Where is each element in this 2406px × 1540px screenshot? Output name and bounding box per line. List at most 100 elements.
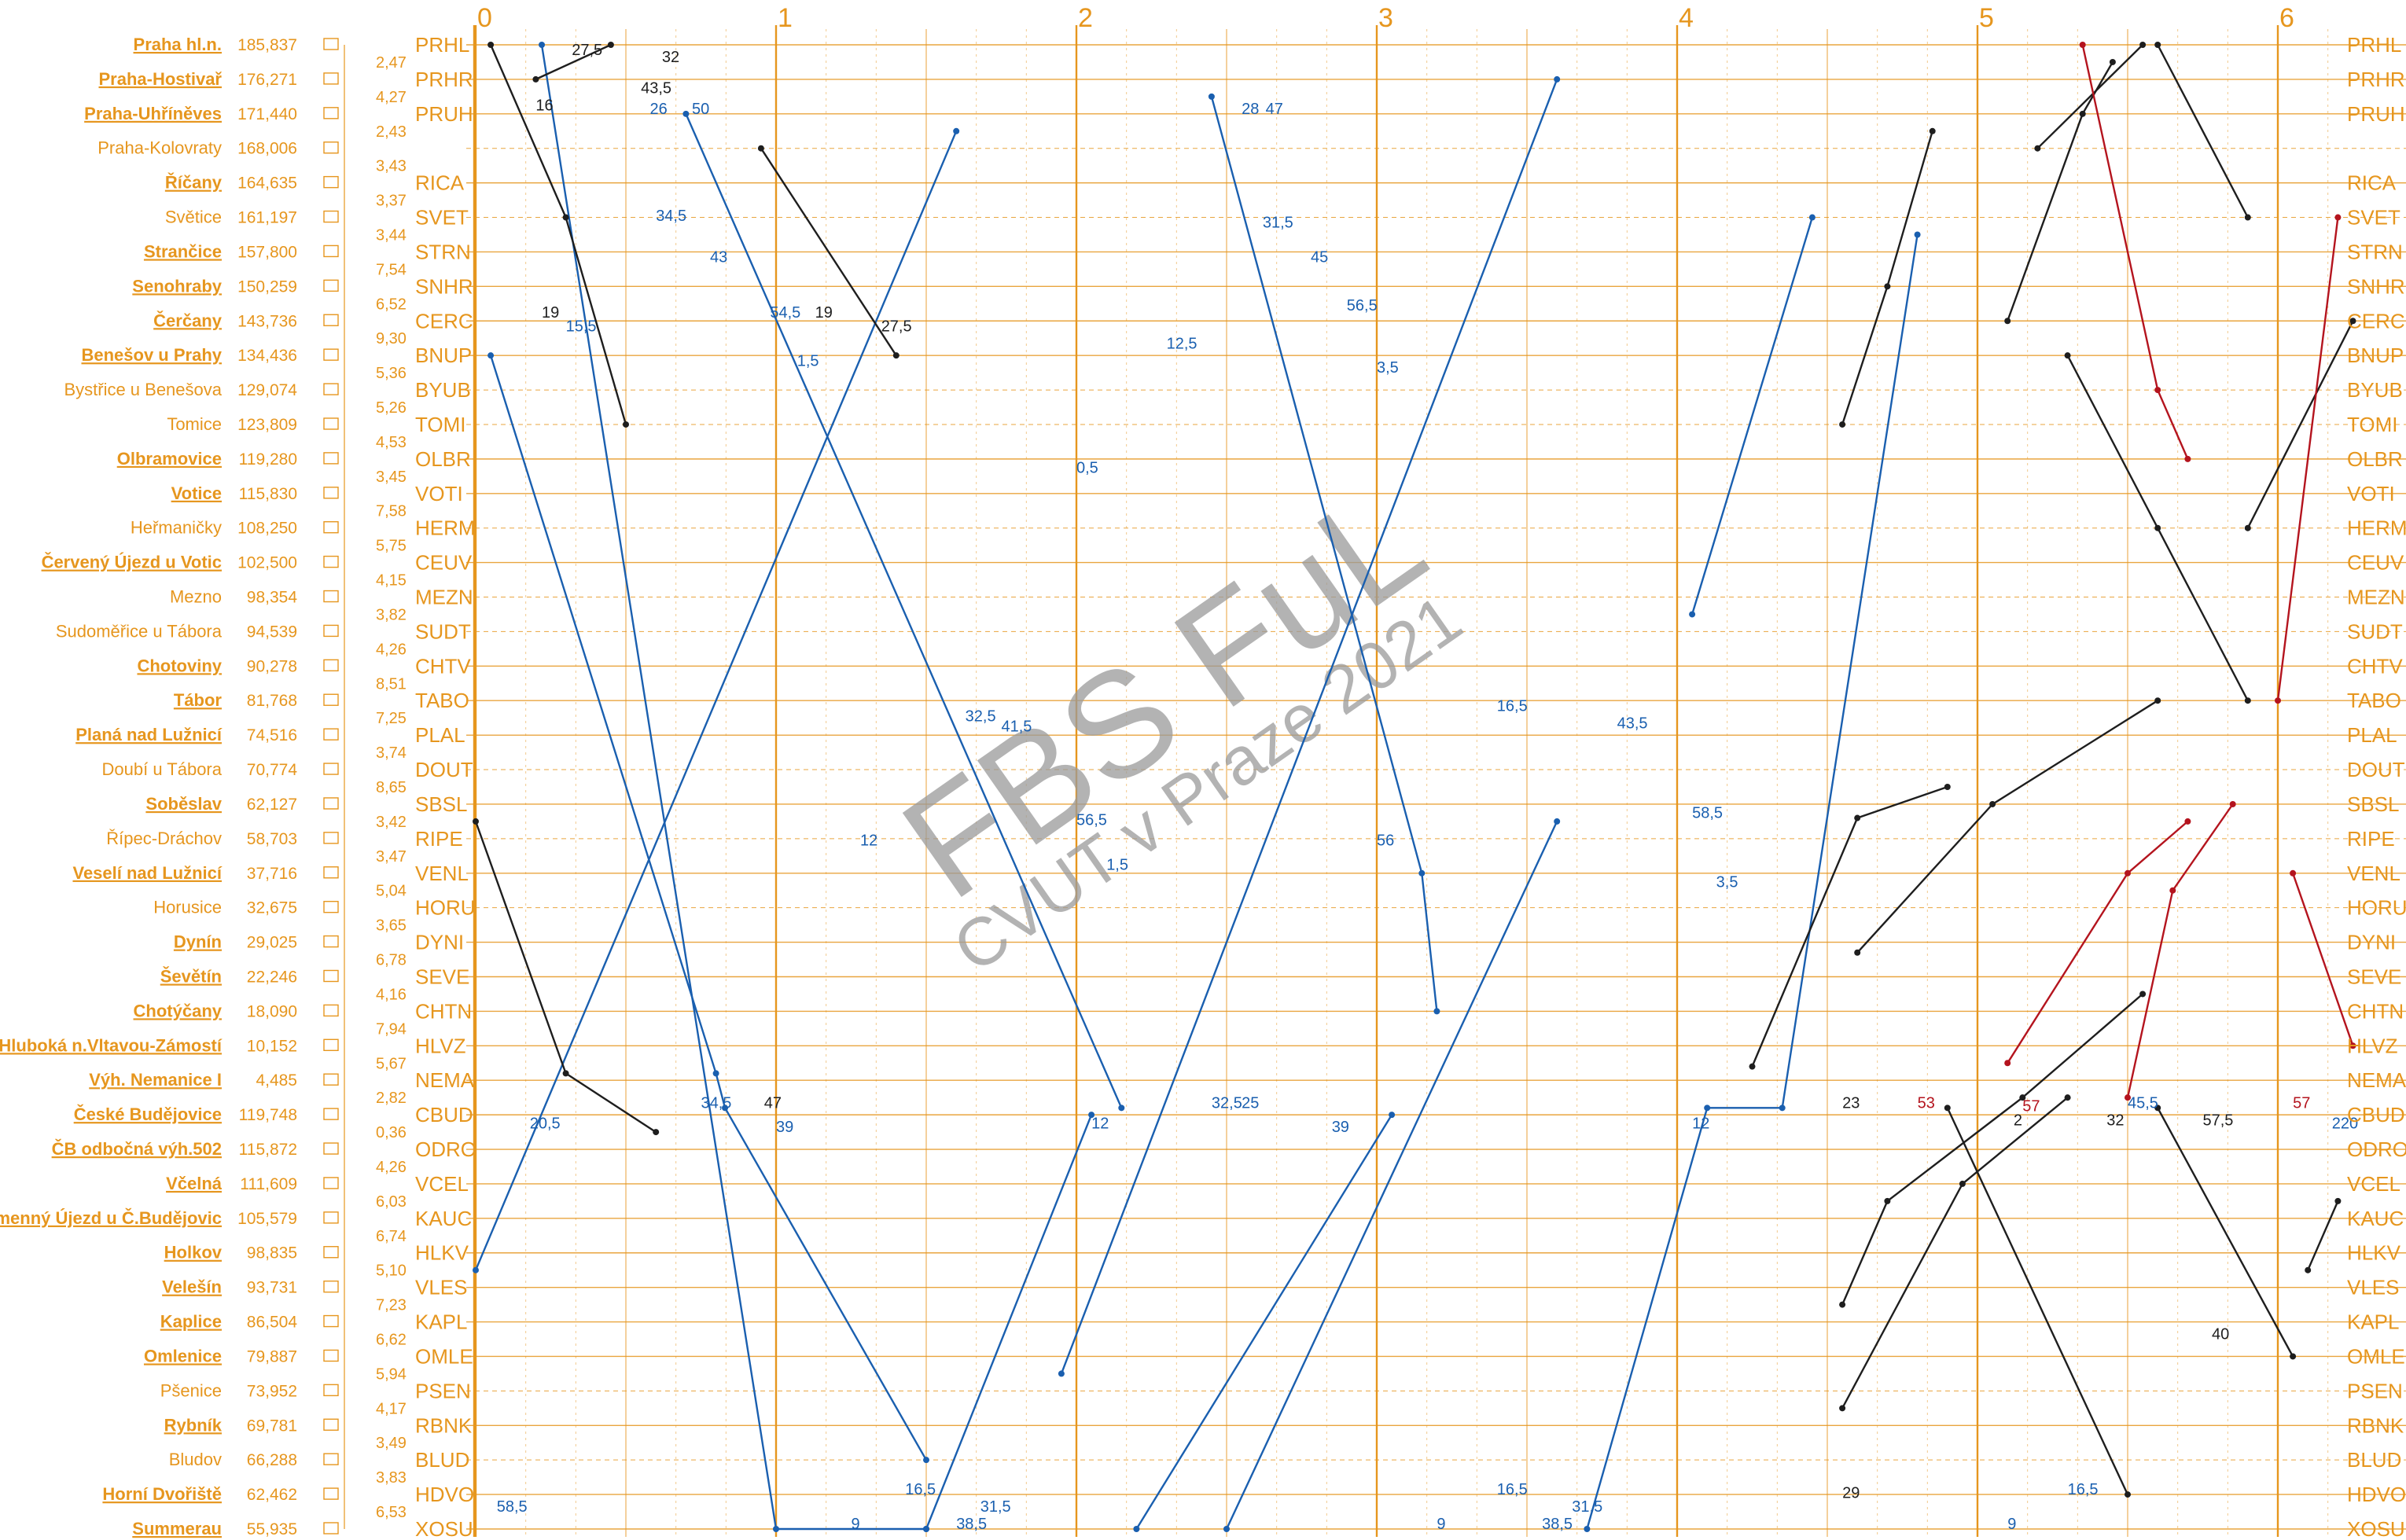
station-name: Ševětín	[160, 966, 222, 986]
segment-distance: 5,36	[376, 365, 407, 382]
station-km: 111,609	[240, 1175, 297, 1193]
station-name: Dynín	[174, 932, 222, 952]
train-stop-dot	[2109, 58, 2116, 65]
train-time-label: 50	[692, 101, 709, 118]
station-code-left: KAPL	[415, 1310, 468, 1334]
station-km: 22,246	[247, 968, 297, 986]
train-time-label: 32	[662, 49, 679, 66]
train-stop-dot	[1749, 1063, 1756, 1070]
segment-distance: 3,43	[376, 158, 407, 175]
segment-distance: 3,44	[376, 226, 407, 244]
train-time-label: 34,5	[701, 1094, 732, 1112]
track-marker	[323, 797, 339, 810]
track-marker	[323, 107, 339, 119]
station-code-right: TOMI	[2347, 413, 2398, 436]
station-code-right: VLES	[2347, 1276, 2400, 1299]
station-code-right: PRUH	[2347, 102, 2405, 126]
train-time-label: 16,5	[1497, 697, 1528, 715]
track-marker	[323, 693, 339, 706]
station-name: ČB odbočná výh.502	[52, 1139, 222, 1159]
passenger-train-line	[1586, 234, 1919, 1530]
station-code-left: SEVE	[415, 965, 469, 988]
station-code-left: STRN	[415, 240, 471, 263]
station-code-left: CHTN	[415, 999, 472, 1023]
train-time-label: 43	[710, 249, 727, 266]
train-stop-dot	[2079, 42, 2086, 48]
train-stop-dot	[2244, 524, 2251, 531]
track-marker	[323, 1108, 339, 1120]
freight-train-line	[2307, 1200, 2339, 1271]
segment-distance: 6,03	[376, 1193, 407, 1211]
station-km: 150,259	[237, 277, 297, 296]
station-name: Votice	[171, 483, 222, 503]
station-km: 4,485	[256, 1071, 297, 1090]
station-km: 102,500	[237, 554, 297, 572]
train-stop-dot	[653, 1129, 660, 1136]
train-stop-dot	[1929, 127, 1936, 134]
train-stop-dot	[1808, 214, 1816, 221]
station-km: 79,887	[247, 1347, 297, 1365]
station-name: Olbramovice	[117, 449, 222, 469]
track-marker	[323, 1004, 339, 1017]
train-time-label: 19	[542, 304, 559, 322]
train-time-label: 38,5	[956, 1516, 987, 1533]
station-name: Praha-Hostivař	[98, 69, 222, 89]
track-marker	[323, 72, 339, 85]
train-stop-dot	[2154, 42, 2161, 48]
track-marker	[323, 452, 339, 465]
freight-train-line	[760, 148, 897, 356]
station-name: Strančice	[144, 241, 222, 261]
station-km: 90,278	[247, 657, 297, 675]
passenger-train-line	[489, 355, 928, 1461]
train-time-label: 41,5	[1002, 719, 1032, 736]
track-marker	[323, 383, 339, 395]
station-name: Praha-Uhříněves	[84, 104, 222, 123]
passenger-train-line	[1060, 79, 1558, 1374]
station-code-right: CERC	[2347, 309, 2405, 333]
station-name: Veselí nad Lužnicí	[72, 863, 222, 883]
segment-distance: 3,82	[376, 606, 407, 623]
station-km: 66,288	[247, 1451, 297, 1469]
train-stop-dot	[2064, 1094, 2071, 1101]
train-time-label: 26	[650, 101, 668, 118]
track-marker	[323, 1522, 339, 1534]
train-time-label: 20,5	[530, 1115, 561, 1133]
train-stop-dot	[1433, 1008, 1440, 1015]
train-stop-dot	[2139, 42, 2147, 48]
station-code-right: HLVZ	[2347, 1034, 2398, 1057]
train-time-label: 57	[2022, 1098, 2040, 1115]
station-km: 108,250	[237, 520, 297, 538]
train-time-label: 40	[2212, 1326, 2229, 1343]
train-stop-dot	[1554, 75, 1561, 83]
track-marker	[323, 1453, 339, 1465]
station-code-right: OLBR	[2347, 447, 2403, 471]
segment-distance: 6,78	[376, 952, 407, 969]
station-code-right: VCEL	[2347, 1172, 2400, 1196]
train-stop-dot	[562, 1070, 569, 1077]
track-marker	[323, 1280, 339, 1293]
train-stop-dot	[1689, 611, 1696, 618]
station-km: 176,271	[237, 71, 297, 89]
station-km: 171,440	[237, 105, 297, 123]
station-code-left: DYNI	[415, 931, 464, 954]
station-km: 18,090	[247, 1002, 297, 1020]
hour-label: 2	[1078, 3, 1093, 33]
train-stop-dot	[2229, 800, 2236, 807]
train-time-label: 45	[1311, 249, 1328, 266]
station-km: 119,280	[239, 450, 297, 469]
station-km: 81,768	[247, 692, 297, 710]
station-code-left: PRUH	[415, 102, 473, 126]
station-name: Senohraby	[132, 276, 222, 296]
train-stop-dot	[1223, 1526, 1230, 1532]
track-marker	[323, 1073, 339, 1086]
track-marker	[323, 38, 339, 50]
station-code-right: SNHR	[2347, 274, 2405, 298]
train-time-label: 43,5	[1617, 715, 1648, 732]
station-code-left: BLUD	[415, 1448, 469, 1472]
train-time-label: 31,5	[980, 1498, 1011, 1516]
station-code-left: CERC	[415, 309, 473, 333]
station-km: 55,935	[247, 1520, 297, 1538]
train-stop-dot	[2290, 869, 2297, 877]
station-code-right: CHTN	[2347, 999, 2404, 1023]
segment-distance: 0,36	[376, 1124, 407, 1141]
